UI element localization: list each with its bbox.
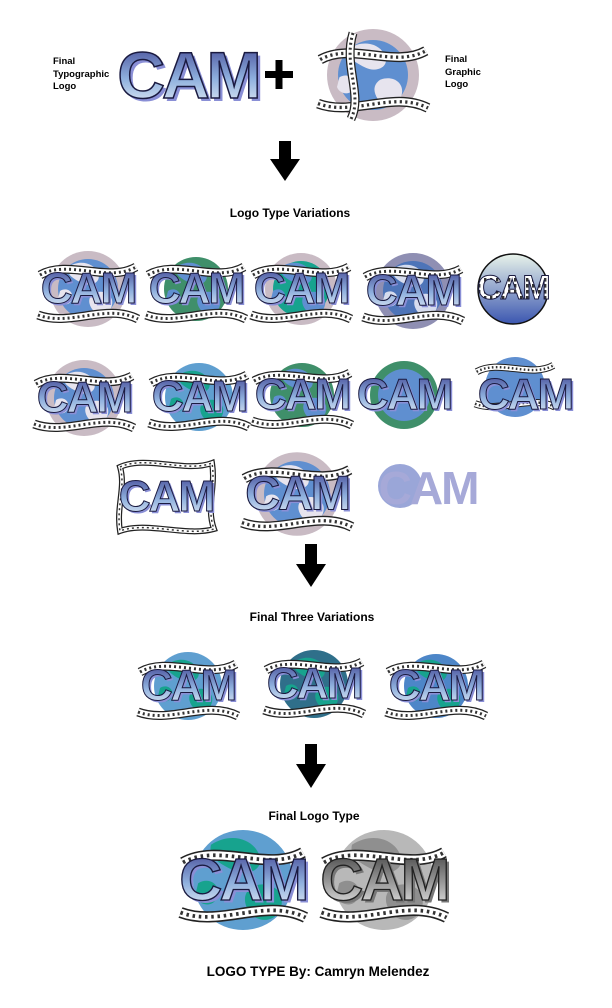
variation-logo bbox=[34, 360, 134, 436]
section-heading-three: Final Three Variations bbox=[249, 610, 375, 624]
plus-icon bbox=[265, 60, 293, 89]
down-arrow-icon bbox=[296, 744, 326, 788]
variation-logo bbox=[251, 253, 351, 325]
down-arrow-icon bbox=[270, 141, 300, 181]
variation-logo bbox=[242, 452, 352, 536]
graphic-logo-label: Final Graphic Logo bbox=[445, 54, 481, 92]
variation-logo: CAM bbox=[378, 462, 479, 514]
variation-logo bbox=[38, 251, 138, 327]
label-line: Logo bbox=[445, 79, 469, 90]
credit-line: LOGO TYPE By: Camryn Melendez bbox=[206, 964, 430, 979]
typographic-logo-label: Final Typographic Logo bbox=[53, 56, 109, 94]
variation-logo bbox=[363, 253, 463, 329]
final-three-logo bbox=[138, 652, 238, 720]
final-grayscale-logo bbox=[320, 830, 450, 930]
label-line: Logo bbox=[53, 81, 77, 92]
svg-text:CAM: CAM bbox=[379, 462, 478, 514]
final-graphic-logo bbox=[318, 29, 428, 122]
down-arrow-icon bbox=[296, 544, 326, 587]
final-color-logo bbox=[179, 830, 309, 930]
label-line: Graphic bbox=[445, 66, 481, 78]
label-line: Final bbox=[445, 54, 468, 65]
section-heading-variations: Logo Type Variations bbox=[229, 206, 351, 220]
final-three-logo bbox=[386, 654, 486, 718]
label-line: Final bbox=[53, 56, 76, 67]
final-three-logo bbox=[264, 650, 364, 718]
variation-logo bbox=[149, 363, 249, 431]
variation-logo bbox=[146, 257, 246, 321]
variation-logo bbox=[475, 357, 575, 422]
section-heading-final: Final Logo Type bbox=[268, 809, 360, 823]
variation-logo: CAM bbox=[477, 253, 552, 325]
variation-logo bbox=[252, 363, 352, 427]
variation-logo bbox=[356, 361, 454, 429]
final-typographic-logo bbox=[116, 37, 263, 116]
variation-logo bbox=[116, 458, 218, 536]
svg-text:CAM: CAM bbox=[477, 269, 549, 307]
label-line: Typographic bbox=[53, 68, 110, 80]
